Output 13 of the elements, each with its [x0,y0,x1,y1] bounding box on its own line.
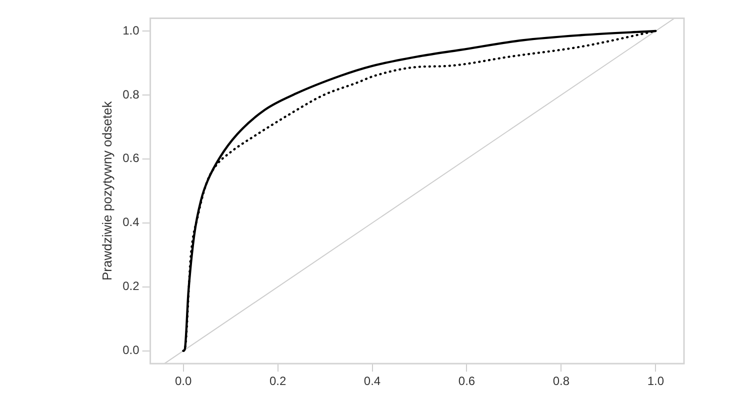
x-tick-label: 0.2 [269,374,286,388]
x-tick-label: 0.0 [175,374,192,388]
y-tick-label: 0.0 [122,343,140,358]
y-tick-label: 0.6 [122,151,140,166]
y-tick-label: 1.0 [122,23,140,38]
y-tick-label: 0.4 [122,215,140,230]
x-tick-label: 0.4 [364,374,381,388]
x-tick-label: 0.8 [552,374,570,388]
x-tick-label: 1.0 [647,374,664,388]
y-tick-label: 0.2 [122,279,140,294]
x-tick-label: 0.6 [458,374,476,388]
y-tick-label: 0.8 [122,87,140,102]
y-axis-title: Prawdziwie pozytywny odsetek [99,100,114,280]
